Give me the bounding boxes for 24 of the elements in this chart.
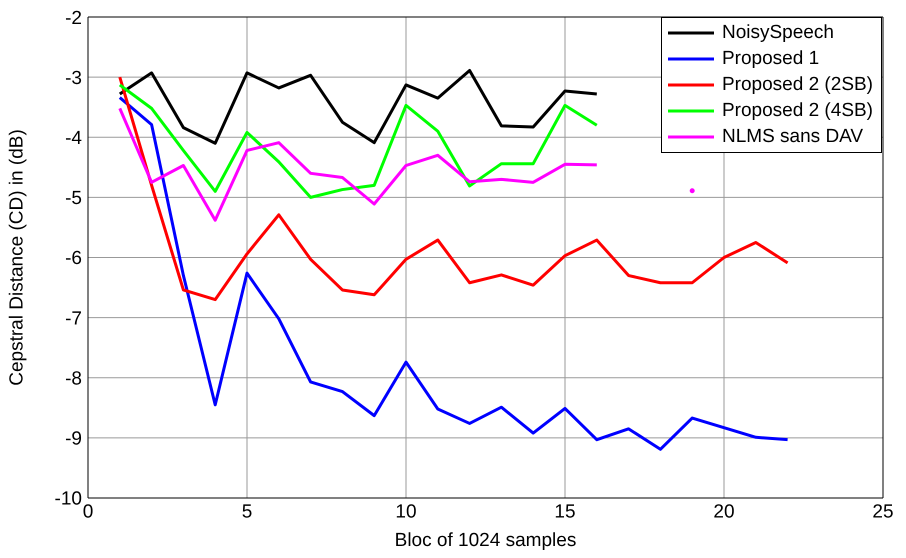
x-tick-label: 5 [242, 501, 252, 522]
legend-label: Proposed 1 [722, 47, 820, 71]
y-tick-label: -3 [65, 68, 82, 89]
y-tick-label: -10 [54, 488, 82, 510]
y-tick-label: -2 [65, 8, 82, 29]
x-tick-label: 20 [713, 501, 735, 522]
legend-label: Proposed 2 (4SB) [722, 99, 873, 123]
y-tick-label: -6 [65, 248, 82, 270]
x-tick-label: 10 [395, 501, 417, 522]
legend-label: Proposed 2 (2SB) [722, 73, 873, 97]
x-tick-label: 25 [872, 501, 894, 522]
line-series [118, 69, 598, 145]
y-tick-label: -8 [65, 368, 82, 390]
y-tick-label: -9 [65, 428, 82, 450]
y-tick-label: -4 [65, 128, 82, 149]
x-tick-label: 0 [82, 501, 94, 522]
legend-label: NLMS sans DAV [722, 125, 864, 149]
y-axis-title: Cepstral Distance (CD) in (dB) [6, 129, 28, 386]
line-series [118, 83, 598, 199]
y-tick-label: -7 [65, 308, 82, 330]
legend-label: NoisySpeech [722, 21, 834, 45]
y-tick-label: -5 [65, 188, 82, 210]
x-axis-title: Bloc of 1024 samples [394, 530, 576, 551]
x-tick-label: 15 [554, 501, 576, 522]
